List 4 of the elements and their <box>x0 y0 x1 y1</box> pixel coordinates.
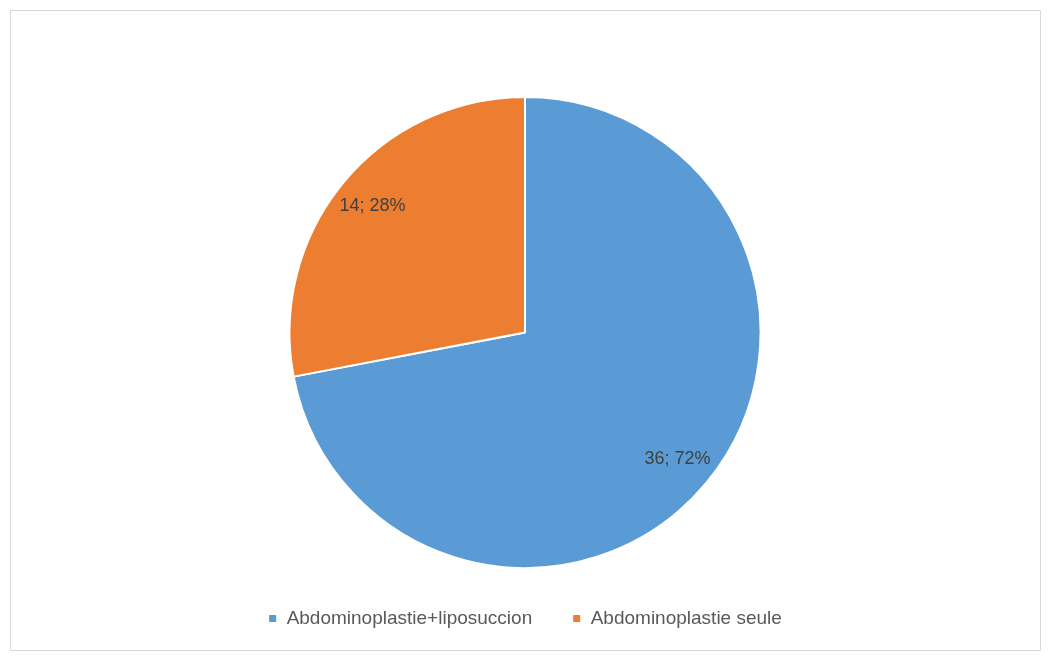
legend-label: Abdominoplastie seule <box>590 606 782 628</box>
data-label: 14; 28% <box>339 195 406 216</box>
data-label: 36; 72% <box>644 447 711 468</box>
legend-label: Abdominoplastie+liposuccion <box>286 606 533 628</box>
